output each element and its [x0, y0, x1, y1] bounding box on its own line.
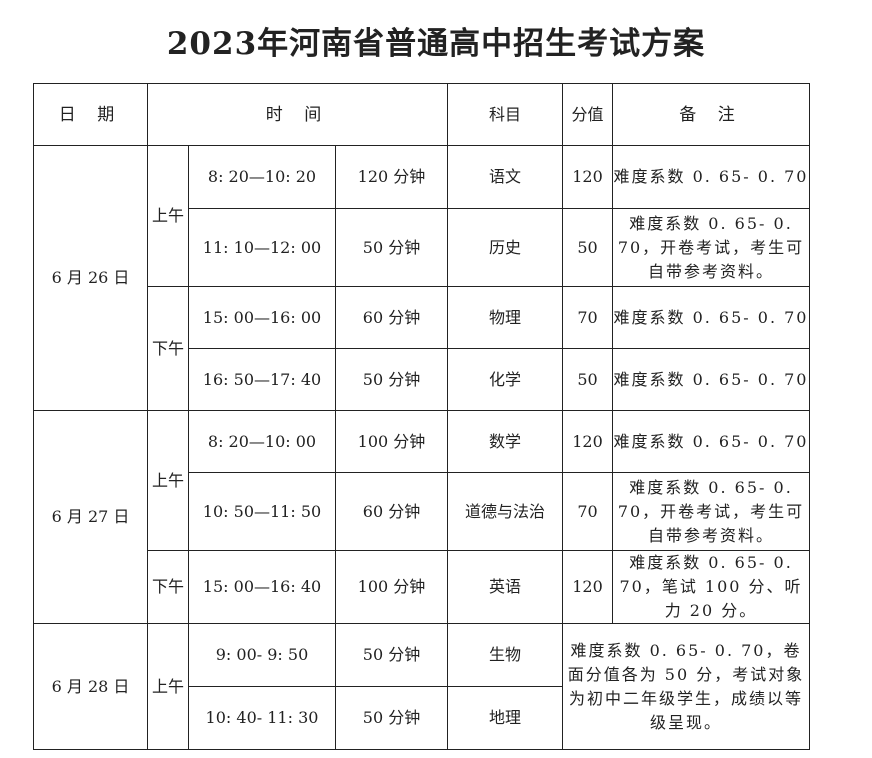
shared-notes-cell: 难度系数 0. 65- 0. 70，卷面分值各为 50 分，考试对象为初中二年级… — [562, 623, 810, 750]
time-cell: 15: 00—16: 40 — [188, 550, 336, 624]
header-date: 日 期 — [33, 83, 148, 146]
subject-cell: 历史 — [447, 208, 563, 287]
header-row: 日 期 时 间 科目 分值 备 注 — [33, 83, 810, 146]
header-subject: 科目 — [447, 83, 563, 146]
page-title: 2023年河南省普通高中招生考试方案 — [166, 26, 706, 62]
score-cell: 50 — [562, 208, 613, 287]
subject-cell: 语文 — [447, 145, 563, 209]
table-row: 10: 50—11: 50 60 分钟 道德与法治 70 难度系数 0. 65-… — [34, 472, 810, 551]
subject-cell: 道德与法治 — [447, 472, 563, 551]
table-row: 16: 50—17: 40 50 分钟 化学 50 难度系数 0. 65- 0.… — [34, 348, 810, 411]
notes-cell: 难度系数 0. 65- 0. 70，开卷考试，考生可自带参考资料。 — [612, 208, 810, 287]
duration-cell: 50 分钟 — [335, 623, 448, 687]
time-cell: 15: 00—16: 00 — [188, 286, 336, 349]
period-cell: 上午 — [147, 623, 189, 750]
subject-cell: 生物 — [447, 623, 563, 687]
duration-cell: 50 分钟 — [335, 348, 448, 411]
duration-cell: 120 分钟 — [335, 145, 448, 209]
score-cell: 120 — [562, 550, 613, 624]
duration-cell: 100 分钟 — [335, 410, 448, 473]
duration-cell: 50 分钟 — [335, 686, 448, 750]
table-row: 10: 40- 11: 30 50 分钟 地理 — [34, 686, 810, 750]
score-cell: 70 — [562, 286, 613, 349]
score-cell: 50 — [562, 348, 613, 411]
subject-cell: 英语 — [447, 550, 563, 624]
table-row: 6 月 27 日 上午 8: 20—10: 00 100 分钟 数学 120 难… — [33, 410, 810, 624]
header-notes: 备 注 — [612, 83, 810, 146]
notes-cell: 难度系数 0. 65- 0. 70 — [612, 286, 810, 349]
table-row: 11: 10—12: 00 50 分钟 历史 50 难度系数 0. 65- 0.… — [34, 208, 810, 287]
notes-cell: 难度系数 0. 65- 0. 70 — [612, 145, 810, 209]
table-row: 6 月 28 日 上午 9: 00- 9: 50 50 分钟 生物 难度系数 0… — [33, 623, 810, 750]
score-cell: 120 — [562, 145, 613, 209]
time-cell: 9: 00- 9: 50 — [188, 623, 336, 687]
period-cell: 下午 — [147, 286, 189, 411]
table-row: 下午 15: 00—16: 40 100 分钟 英语 120 难度系数 0. 6… — [34, 550, 810, 624]
duration-cell: 60 分钟 — [335, 286, 448, 349]
time-cell: 16: 50—17: 40 — [188, 348, 336, 411]
notes-cell: 难度系数 0. 65- 0. 70，开卷考试，考生可自带参考资料。 — [612, 472, 810, 551]
date-cell: 6 月 27 日 — [33, 410, 148, 624]
score-cell: 70 — [562, 472, 613, 551]
subject-cell: 数学 — [447, 410, 563, 473]
header-time: 时 间 — [147, 83, 448, 146]
subject-cell: 化学 — [447, 348, 563, 411]
time-cell: 11: 10—12: 00 — [188, 208, 336, 287]
exam-schedule-table: 日 期 时 间 科目 分值 备 注 6 月 26 日 上午 8: 20—10: … — [33, 83, 810, 750]
time-cell: 8: 20—10: 00 — [188, 410, 336, 473]
score-cell: 120 — [562, 410, 613, 473]
period-cell: 上午 — [147, 145, 189, 287]
header-score: 分值 — [562, 83, 613, 146]
notes-cell: 难度系数 0. 65- 0. 70，笔试 100 分、听力 20 分。 — [612, 550, 810, 624]
table-row: 6 月 26 日 上午 8: 20—10: 20 120 分钟 语文 120 难… — [33, 145, 810, 411]
duration-cell: 50 分钟 — [335, 208, 448, 287]
time-cell: 10: 50—11: 50 — [188, 472, 336, 551]
notes-cell: 难度系数 0. 65- 0. 70 — [612, 410, 810, 473]
date-cell: 6 月 26 日 — [33, 145, 148, 411]
duration-cell: 60 分钟 — [335, 472, 448, 551]
notes-cell: 难度系数 0. 65- 0. 70 — [612, 348, 810, 411]
table-row: 下午 15: 00—16: 00 60 分钟 物理 70 难度系数 0. 65-… — [34, 286, 810, 411]
subject-cell: 地理 — [447, 686, 563, 750]
date-cell: 6 月 28 日 — [33, 623, 148, 750]
period-cell: 下午 — [147, 550, 189, 624]
time-cell: 10: 40- 11: 30 — [188, 686, 336, 750]
subject-cell: 物理 — [447, 286, 563, 349]
time-cell: 8: 20—10: 20 — [188, 145, 336, 209]
period-cell: 上午 — [147, 410, 189, 551]
duration-cell: 100 分钟 — [335, 550, 448, 624]
